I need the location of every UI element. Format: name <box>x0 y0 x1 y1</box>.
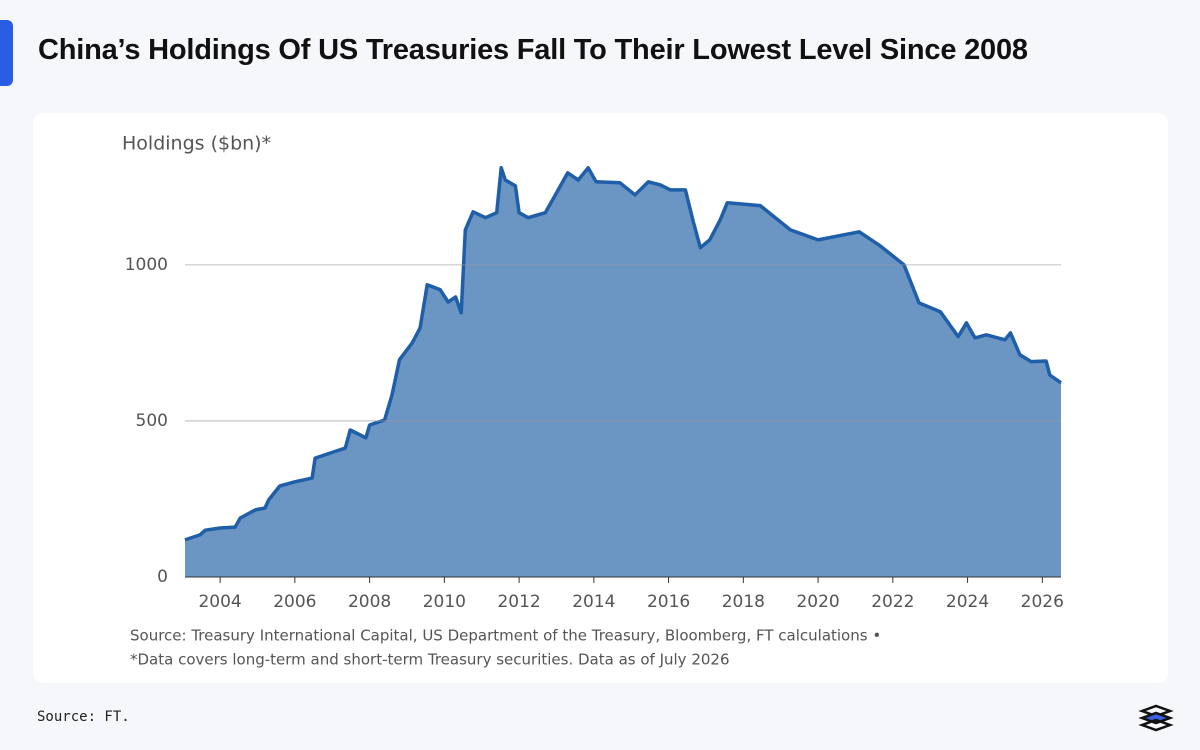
chart: Holdings ($bn)* Source: Treasury Interna… <box>122 133 1064 669</box>
y-axis-label: Holdings ($bn)* <box>122 133 271 155</box>
x-tick-label: 2018 <box>722 592 765 612</box>
y-tick-label: 1000 <box>125 255 168 275</box>
x-tick-label: 2010 <box>423 592 466 612</box>
x-tick-label: 2006 <box>273 592 316 612</box>
y-tick-label: 0 <box>157 567 168 587</box>
accent-bar <box>0 20 13 86</box>
footer-source: Source: FT. <box>37 709 130 725</box>
data-note: *Data covers long-term and short-term Tr… <box>130 651 730 669</box>
x-tick-label: 2024 <box>946 592 989 612</box>
logo <box>1138 704 1174 732</box>
y-tick-label: 500 <box>136 411 168 431</box>
x-tick-label: 2020 <box>796 592 839 612</box>
x-tick-label: 2016 <box>647 592 690 612</box>
x-tick-label: 2022 <box>871 592 914 612</box>
source-note: Source: Treasury International Capital, … <box>130 627 881 645</box>
area <box>185 167 1061 578</box>
line <box>184 166 1063 542</box>
x-tick-label: 2012 <box>497 592 540 612</box>
x-tick-label: 2008 <box>348 592 391 612</box>
x-tick-label: 2014 <box>572 592 615 612</box>
page-title: China’s Holdings Of US Treasuries Fall T… <box>38 34 1028 66</box>
x-tick-label: 2004 <box>198 592 241 612</box>
x-tick-label: 2026 <box>1021 592 1064 612</box>
